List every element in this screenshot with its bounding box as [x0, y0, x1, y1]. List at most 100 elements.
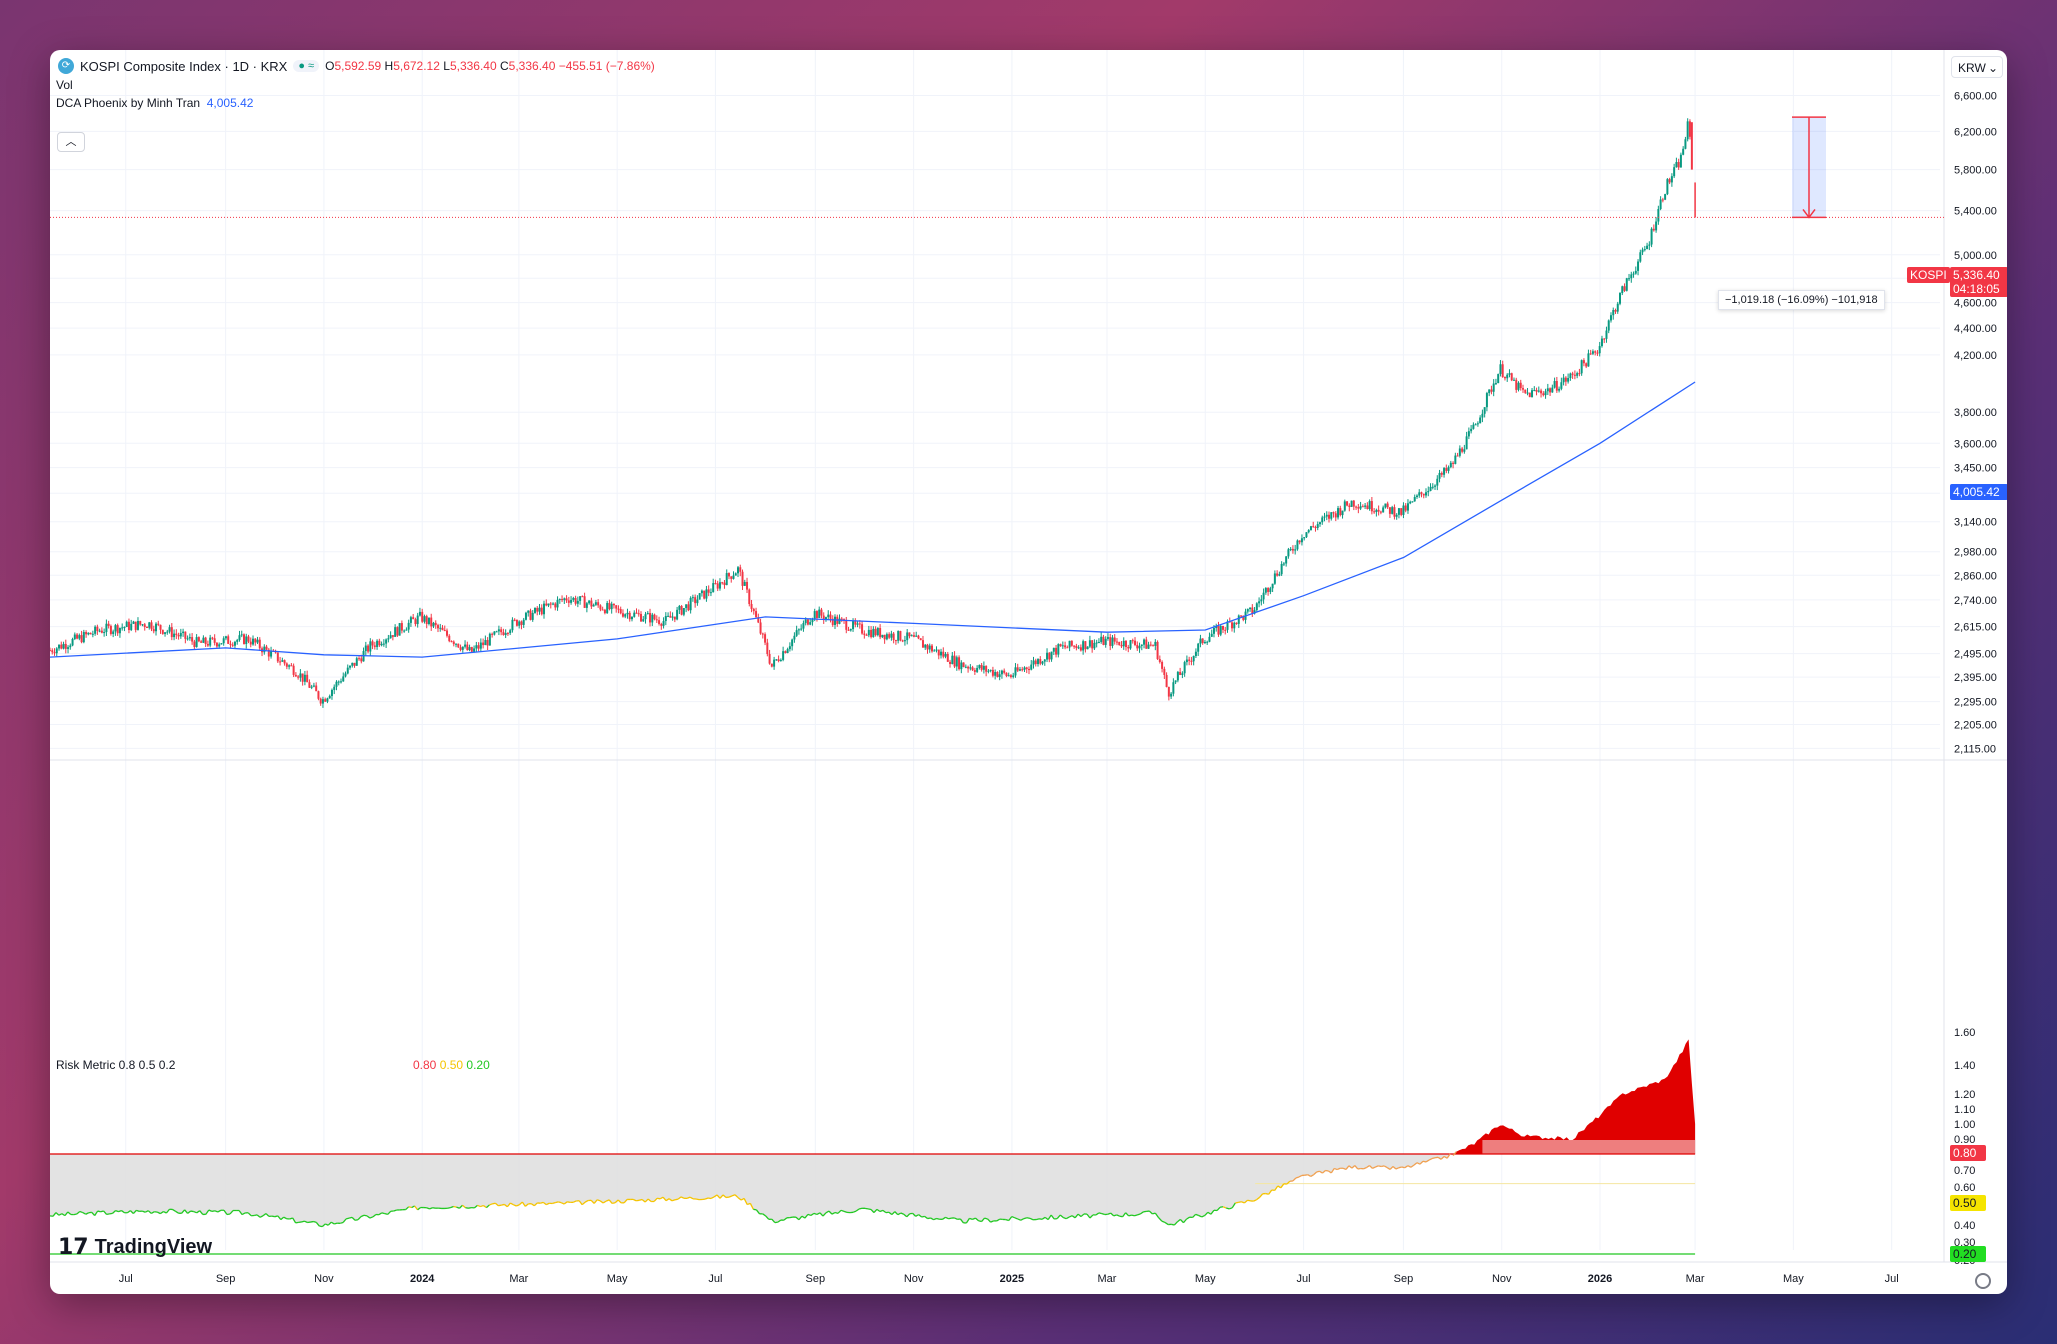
- risk-line-segment: [1035, 1218, 1040, 1221]
- risk-line-segment: [1148, 1210, 1153, 1215]
- candle-body: [1474, 424, 1477, 426]
- candle-body: [588, 600, 591, 604]
- candle-body: [1000, 670, 1003, 675]
- candle-body: [1415, 495, 1418, 497]
- dca-legend[interactable]: DCA Phoenix by Minh Tran 4,005.42: [56, 96, 254, 110]
- candle-body: [594, 602, 597, 605]
- candle-body: [644, 614, 647, 620]
- candle-body: [78, 635, 81, 639]
- risk-line-segment: [129, 1210, 134, 1215]
- risk-line-segment: [879, 1209, 884, 1213]
- x-tick-label: Sep: [216, 1273, 236, 1285]
- risk-line-segment: [321, 1223, 326, 1228]
- last-price-tag: 5,336.40 04:18:05: [1950, 267, 2007, 297]
- risk-line-segment: [384, 1212, 388, 1215]
- candle-body: [1472, 424, 1475, 429]
- risk-line-segment: [247, 1212, 252, 1217]
- candle-body: [324, 699, 327, 702]
- risk-line-segment: [762, 1213, 767, 1217]
- candle-body: [409, 617, 412, 623]
- risk-line-segment: [360, 1214, 365, 1218]
- risk-line-segment: [677, 1196, 682, 1200]
- risk-line-segment: [734, 1194, 739, 1199]
- candle-body: [1104, 638, 1107, 645]
- chart-canvas[interactable]: 6,600.00 6,200.00 5,800.00 5,400.00 5,000.00…: [50, 50, 2007, 1294]
- collapse-legend-button[interactable]: ︿: [57, 132, 85, 152]
- candle-body: [543, 603, 546, 615]
- candle-body: [1648, 244, 1651, 246]
- candle-body: [125, 621, 128, 627]
- risk-line-segment: [184, 1209, 189, 1214]
- symbol-title[interactable]: KOSPI Composite Index · 1D · KRX: [80, 58, 288, 74]
- risk-line-segment: [253, 1214, 258, 1217]
- tradingview-logo[interactable]: 𝟭𝟳 TradingView: [58, 1234, 213, 1259]
- candle-body: [1544, 391, 1547, 396]
- candle-body: [1174, 680, 1177, 683]
- candle-body: [1657, 209, 1660, 222]
- risk-legend[interactable]: Risk Metric 0.8 0.5 0.2: [56, 1058, 176, 1072]
- y-tick-label: 6,600.00: [1954, 91, 1997, 103]
- candle-body: [218, 644, 221, 647]
- candle-body: [712, 583, 715, 593]
- candle-body: [696, 599, 699, 604]
- candle-body: [1095, 642, 1098, 644]
- risk-line-segment: [825, 1210, 830, 1214]
- candle-body: [626, 612, 629, 615]
- candle-body: [1449, 462, 1452, 468]
- candle-body: [1165, 674, 1168, 687]
- risk-line-segment: [936, 1217, 940, 1220]
- currency-selector[interactable]: KRW ⌄: [1951, 56, 2003, 78]
- market-status-icon[interactable]: ● ≈: [293, 60, 320, 72]
- candle-body: [804, 619, 807, 624]
- candle-body: [1562, 377, 1565, 383]
- risk-line-segment: [668, 1198, 673, 1202]
- risk-line-segment: [1280, 1183, 1285, 1189]
- risk-line-segment: [945, 1216, 949, 1220]
- y-tick-label: 4,600.00: [1954, 298, 1997, 310]
- candle-body: [321, 699, 324, 704]
- volume-legend[interactable]: Vol: [56, 78, 73, 92]
- candle-body: [1503, 376, 1506, 379]
- candle-body: [856, 623, 859, 625]
- candle-body: [1064, 645, 1067, 648]
- candle-body: [637, 613, 640, 615]
- risk-line-segment: [1363, 1166, 1367, 1170]
- candle-body: [1264, 587, 1267, 593]
- risk-line-segment: [408, 1206, 412, 1209]
- candle-body: [1158, 659, 1161, 662]
- risk-line-segment: [91, 1211, 96, 1217]
- risk-line-segment: [921, 1215, 925, 1218]
- candle-body: [655, 619, 658, 621]
- candle-body: [1215, 626, 1218, 629]
- candle-body: [1113, 637, 1116, 642]
- risk-line-segment: [605, 1199, 610, 1202]
- candle-body: [1188, 659, 1191, 661]
- candle-body: [531, 612, 534, 620]
- candle-body: [461, 646, 464, 650]
- candle-body: [667, 615, 670, 617]
- risk-line-segment: [283, 1216, 288, 1220]
- candle-body: [455, 643, 458, 645]
- candle-body: [1147, 644, 1150, 649]
- risk-line-segment: [831, 1211, 836, 1215]
- candle-body: [1675, 162, 1678, 168]
- risk-line-segment: [172, 1208, 176, 1212]
- candle-body: [1386, 503, 1389, 508]
- risk-line-segment: [315, 1221, 320, 1227]
- candle-body: [254, 638, 257, 643]
- candle-body: [809, 622, 812, 625]
- risk-line-segment: [426, 1207, 430, 1210]
- candle-body: [299, 673, 302, 678]
- candle-body: [894, 640, 897, 642]
- candle-body: [364, 645, 367, 652]
- candle-body: [1091, 640, 1094, 649]
- candle-body: [1079, 647, 1082, 651]
- candle-body: [337, 681, 340, 683]
- settings-gear-icon[interactable]: [1975, 1273, 1991, 1289]
- candle-body: [1643, 249, 1646, 251]
- candle-body: [466, 644, 469, 651]
- candle-body: [479, 642, 482, 649]
- candle-body: [709, 592, 712, 594]
- risk-line-segment: [1113, 1214, 1117, 1217]
- risk-line-segment: [1176, 1218, 1181, 1223]
